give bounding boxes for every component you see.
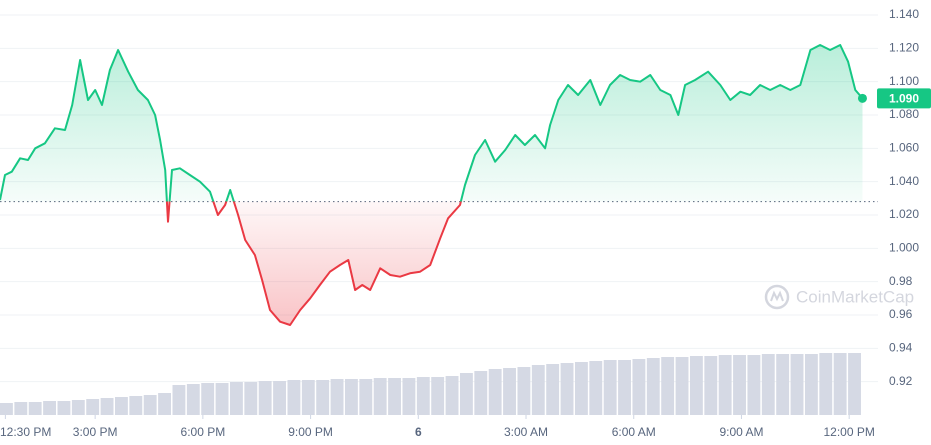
- y-tick-label: 1.100: [889, 74, 919, 88]
- volume-bar: [359, 379, 373, 415]
- price-area: [0, 45, 863, 325]
- volume-bar: [43, 401, 56, 415]
- y-tick-label: 0.92: [889, 374, 913, 388]
- volume-bar: [761, 354, 775, 415]
- volume-bar: [158, 393, 171, 415]
- volume-bar: [388, 378, 401, 415]
- volume-bar: [431, 377, 445, 415]
- watermark-logo-mark: [770, 290, 784, 302]
- volume-bar: [143, 395, 157, 415]
- watermark: CoinMarketCap: [764, 284, 914, 310]
- volume-bar: [201, 383, 215, 415]
- x-tick-label: 3:00 AM: [504, 425, 548, 439]
- volume-bar: [86, 399, 100, 415]
- x-tick-label: 6:00 PM: [181, 425, 226, 439]
- volume-bar: [229, 382, 243, 415]
- volume-bar: [215, 383, 229, 415]
- watermark-logo: [764, 284, 790, 310]
- volume-bar: [416, 377, 430, 415]
- volume-bar: [589, 361, 603, 415]
- x-tick-label: 3:00 PM: [73, 425, 118, 439]
- volume-bar: [287, 380, 301, 415]
- volume-bar: [790, 354, 804, 415]
- volume-bar: [273, 381, 286, 415]
- price-tag: [877, 88, 931, 109]
- volume-bars: [0, 353, 861, 415]
- x-tick-label: 9:00 AM: [719, 425, 763, 439]
- volume-bar: [373, 378, 387, 415]
- volume-bar: [301, 380, 315, 415]
- volume-bar: [129, 396, 143, 415]
- volume-bar: [646, 358, 660, 415]
- volume-bar: [689, 356, 703, 415]
- volume-bar: [402, 378, 416, 415]
- volume-bar: [833, 353, 847, 415]
- volume-bar: [819, 353, 833, 415]
- volume-bar: [747, 355, 761, 415]
- x-tick-label: 9:00 PM: [288, 425, 333, 439]
- x-tick-label: 6:00 AM: [612, 425, 656, 439]
- y-tick-label: 0.98: [889, 274, 913, 288]
- volume-bar: [560, 363, 574, 415]
- volume-bar: [474, 371, 488, 415]
- volume-bar: [704, 356, 718, 415]
- x-tick-label: 6: [415, 425, 422, 439]
- volume-bar: [531, 365, 545, 415]
- last-price-dot: [857, 93, 867, 103]
- watermark-text: CoinMarketCap: [796, 287, 914, 306]
- volume-bar: [488, 369, 502, 415]
- volume-bar: [459, 373, 473, 415]
- volume-bar: [776, 354, 790, 415]
- y-tick-label: 1.000: [889, 241, 919, 255]
- y-tick-label: 1.120: [889, 41, 919, 55]
- volume-bar: [258, 381, 272, 415]
- volume-bar: [574, 362, 588, 415]
- volume-bar: [848, 353, 861, 415]
- volume-bar: [172, 385, 186, 415]
- volume-bar: [344, 379, 358, 415]
- volume-bar: [100, 398, 114, 415]
- volume-bar: [718, 355, 732, 415]
- y-tick-label: 1.060: [889, 141, 919, 155]
- volume-bar: [114, 397, 128, 415]
- volume-bar: [316, 380, 330, 415]
- volume-bar: [675, 357, 689, 415]
- volume-bar: [28, 402, 42, 415]
- volume-bar: [546, 364, 560, 415]
- y-tick-label: 0.96: [889, 307, 913, 321]
- y-tick-label: 1.040: [889, 174, 919, 188]
- volume-bar: [330, 379, 344, 415]
- volume-bar: [14, 402, 28, 415]
- volume-bar: [517, 367, 531, 415]
- volume-bar: [71, 400, 85, 415]
- volume-bar: [57, 401, 71, 415]
- price-line: [0, 44, 864, 326]
- y-tick-label: 1.080: [889, 107, 919, 121]
- y-tick-label: 1.140: [889, 7, 919, 21]
- volume-bar: [603, 360, 617, 415]
- volume-bar: [632, 359, 646, 415]
- price-tag-label: 1.090: [889, 92, 919, 106]
- y-tick-label: 0.94: [889, 341, 913, 355]
- volume-bar: [186, 384, 200, 415]
- x-tick-label: 12:30 PM: [0, 425, 51, 439]
- volume-bar: [804, 354, 818, 415]
- volume-bar: [733, 355, 746, 415]
- volume-bar: [445, 376, 459, 415]
- volume-bar: [0, 403, 13, 415]
- y-tick-label: 1.020: [889, 207, 919, 221]
- volume-bar: [661, 357, 675, 415]
- volume-bar: [618, 360, 631, 415]
- x-tick-label: 12:00 PM: [823, 425, 874, 439]
- volume-bar: [503, 368, 516, 415]
- volume-bar: [244, 382, 258, 415]
